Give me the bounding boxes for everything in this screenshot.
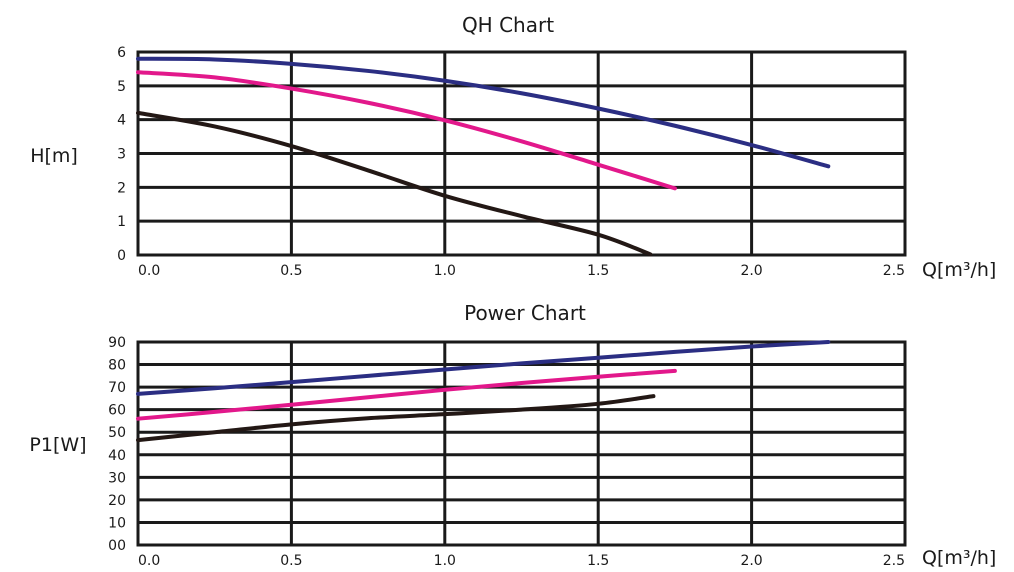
qh-x-tick-label: 0.0 bbox=[138, 263, 160, 279]
qh-y-tick-label: 4 bbox=[117, 113, 126, 129]
qh-x-axis-label: Q[m³/h] bbox=[922, 259, 996, 281]
qh-plot-frame bbox=[136, 50, 907, 257]
qh-chart-title: QH Chart bbox=[462, 13, 554, 37]
qh-y-axis-label: H[m] bbox=[30, 145, 78, 167]
power-x-tick-label: 0.0 bbox=[138, 553, 160, 569]
qh-y-tick-label: 5 bbox=[117, 79, 126, 95]
power-x-tick-label: 0.5 bbox=[280, 553, 302, 569]
qh-y-tick-label: 2 bbox=[117, 180, 126, 196]
power-x-tick-label: 1.5 bbox=[587, 553, 609, 569]
power-x-tick-label: 2.0 bbox=[740, 553, 762, 569]
power-y-tick-label: 10 bbox=[108, 515, 126, 531]
power-y-tick-label: 80 bbox=[108, 358, 126, 374]
qh-x-tick-label: 1.5 bbox=[587, 263, 609, 279]
qh-plot-area: 0 1 2 3 4 5 6 0.0 0.5 1.0 1.5 2.0 2.5 bbox=[117, 45, 907, 279]
power-y-tick-label: 90 bbox=[108, 335, 126, 351]
power-series-line-1 bbox=[136, 340, 831, 396]
qh-x-tick-label: 2.5 bbox=[883, 263, 905, 279]
qh-series-line-2 bbox=[136, 70, 677, 191]
qh-x-tick-label: 1.0 bbox=[434, 263, 456, 279]
power-series-line-2 bbox=[136, 368, 677, 421]
power-y-tick-label: 00 bbox=[108, 538, 126, 554]
power-plot-area: 00 10 20 30 40 50 60 70 80 90 0.0 0.5 1.0 1.5 2.0 2.5 bbox=[108, 335, 907, 569]
power-y-tick-label: 50 bbox=[108, 425, 126, 441]
power-x-tick-label: 1.0 bbox=[434, 553, 456, 569]
power-series-line-3 bbox=[136, 394, 656, 443]
qh-y-tick-label: 0 bbox=[117, 248, 126, 264]
power-y-tick-label: 30 bbox=[108, 470, 126, 486]
power-plot-frame bbox=[136, 340, 907, 547]
power-y-tick-label: 40 bbox=[108, 448, 126, 464]
power-y-axis-label: P1[W] bbox=[29, 434, 86, 456]
power-y-tick-label: 60 bbox=[108, 403, 126, 419]
qh-series-line-3 bbox=[136, 110, 653, 257]
power-x-tick-label: 2.5 bbox=[883, 553, 905, 569]
power-y-tick-label: 20 bbox=[108, 493, 126, 509]
qh-series-line-1 bbox=[136, 56, 831, 169]
qh-y-tick-label: 1 bbox=[117, 214, 126, 230]
power-y-tick-label: 70 bbox=[108, 380, 126, 396]
qh-x-tick-label: 0.5 bbox=[280, 263, 302, 279]
qh-y-tick-label: 3 bbox=[117, 147, 126, 163]
qh-y-tick-label: 6 bbox=[117, 45, 126, 61]
qh-x-tick-label: 2.0 bbox=[740, 263, 762, 279]
power-chart-title: Power Chart bbox=[464, 301, 586, 325]
power-x-axis-label: Q[m³/h] bbox=[922, 547, 996, 569]
